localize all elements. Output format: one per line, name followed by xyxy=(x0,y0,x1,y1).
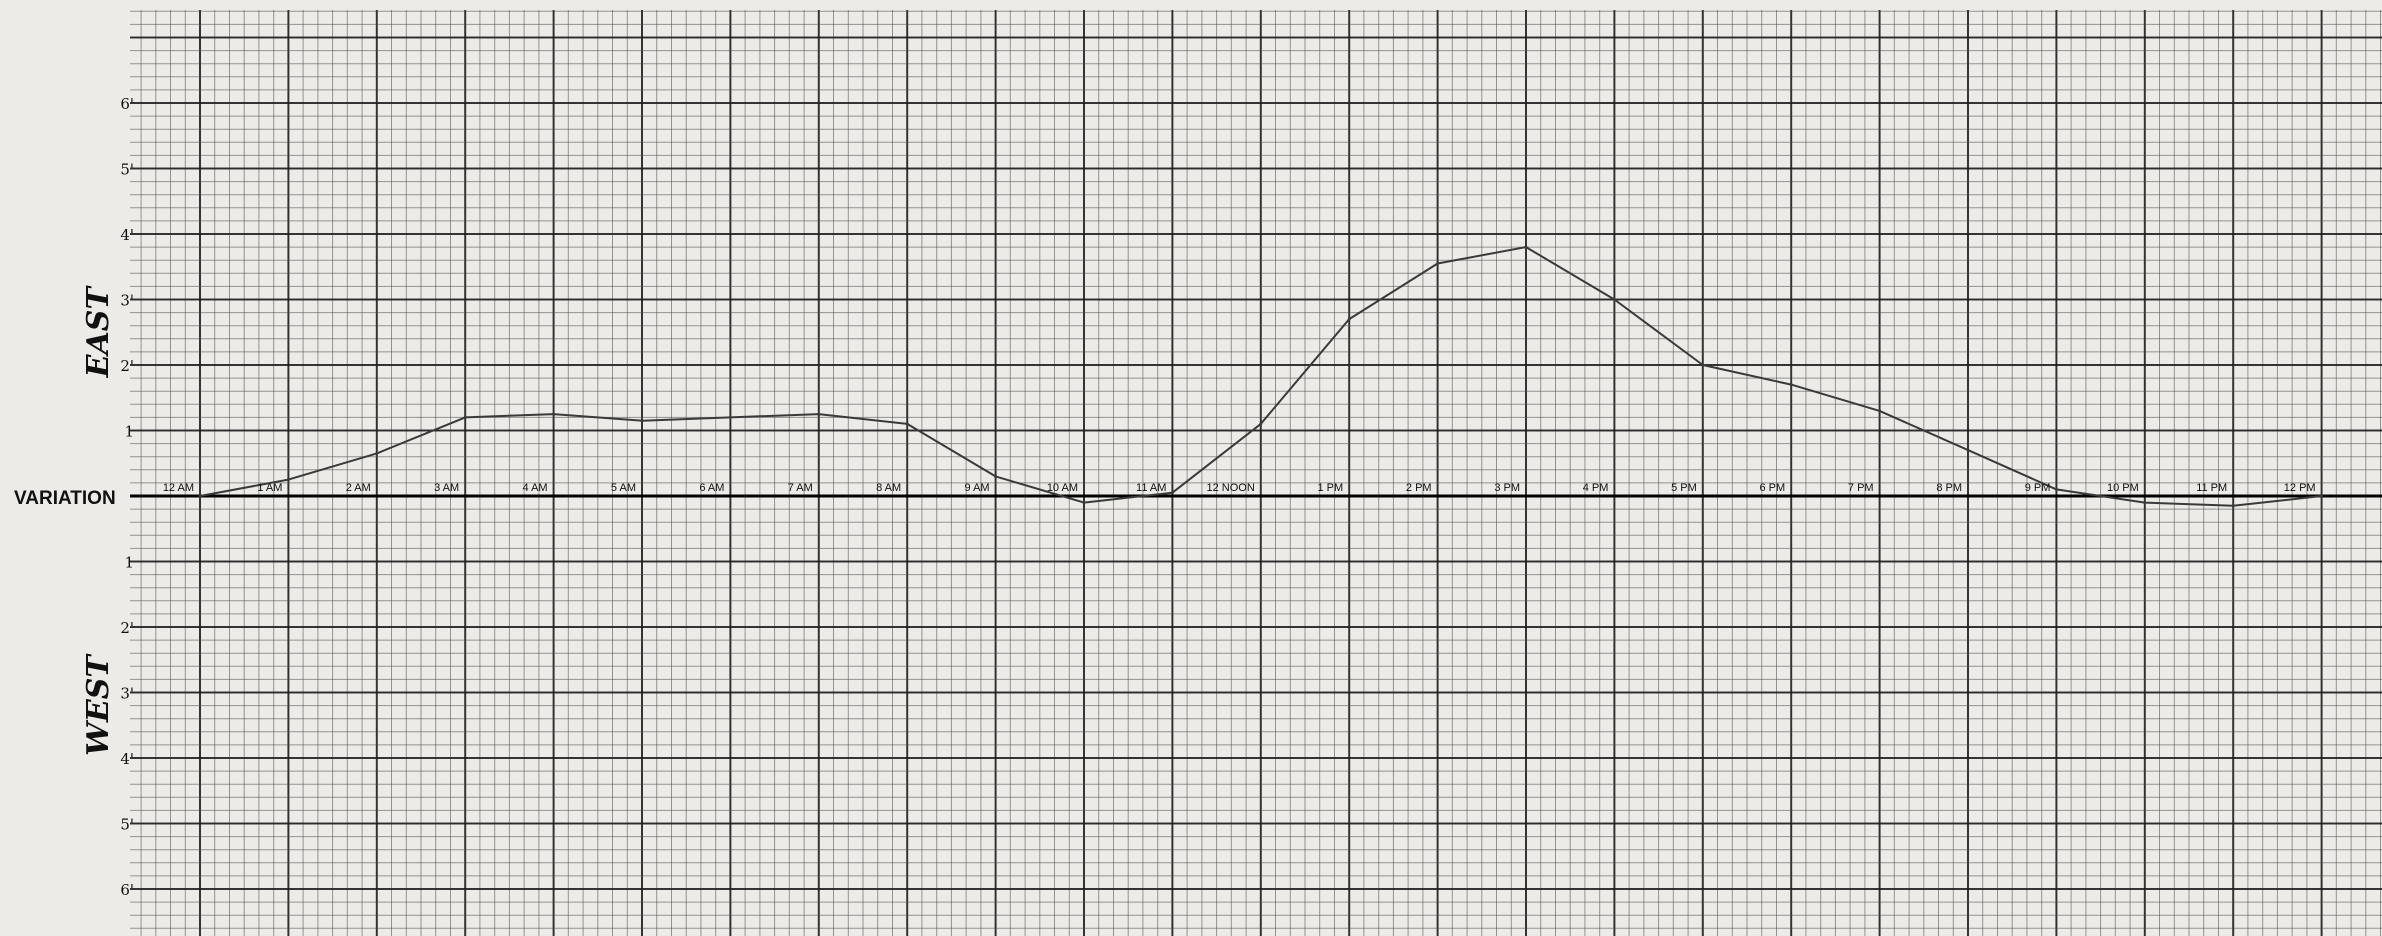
data-point xyxy=(1701,363,1705,367)
x-tick-label: 5 AM xyxy=(611,482,636,494)
y-tick-label-west: 1 xyxy=(124,554,134,572)
data-point xyxy=(2054,487,2058,491)
data-point xyxy=(1170,491,1174,495)
data-point xyxy=(286,478,290,482)
data-point xyxy=(728,415,732,419)
data-point xyxy=(198,494,202,498)
y-tick-label-west: 4' xyxy=(120,750,134,768)
data-point xyxy=(1789,383,1793,387)
data-point xyxy=(2320,494,2324,498)
x-tick-label: 2 AM xyxy=(346,482,371,494)
y-tick-label-west: 3' xyxy=(120,685,134,703)
x-tick-label: 6 PM xyxy=(1760,482,1786,494)
data-point xyxy=(1259,422,1263,426)
data-point xyxy=(1612,298,1616,301)
y-tick-label-west: 6' xyxy=(120,881,134,899)
y-tick-label-east: 5' xyxy=(120,161,134,179)
x-tick-label: 2 PM xyxy=(1406,482,1432,494)
data-point xyxy=(994,474,998,478)
x-tick-label: 8 PM xyxy=(1936,482,1962,494)
y-tick-label-west: 2' xyxy=(120,619,134,637)
x-tick-label: 10 AM xyxy=(1047,482,1078,494)
data-point xyxy=(463,415,467,419)
data-point xyxy=(1347,317,1351,321)
x-tick-label: 8 AM xyxy=(876,482,901,494)
data-point xyxy=(375,451,379,455)
x-tick-label: 11 PM xyxy=(2196,482,2227,494)
west-label: WEST xyxy=(81,653,116,756)
y-tick-label-east: 4' xyxy=(120,226,134,244)
grid xyxy=(130,10,2382,936)
data-point xyxy=(905,422,909,426)
x-tick-label: 3 PM xyxy=(1494,482,1520,494)
data-point xyxy=(640,419,644,423)
x-tick-label: 7 PM xyxy=(1848,482,1874,494)
x-tick-label: 5 PM xyxy=(1671,482,1697,494)
data-point xyxy=(817,412,821,416)
series xyxy=(198,245,2324,508)
variation-label: VARIATION xyxy=(14,488,116,509)
x-tick-label: 9 AM xyxy=(965,482,990,494)
x-tick-label: 4 AM xyxy=(523,482,548,494)
y-tick-label-east: 2' xyxy=(120,357,134,375)
y-tick-label-east: 3' xyxy=(120,292,134,310)
x-tick-label: 9 PM xyxy=(2025,482,2051,494)
x-tick-label: 1 AM xyxy=(257,482,282,494)
data-point xyxy=(2231,504,2235,508)
east-label: EAST xyxy=(81,285,116,379)
x-tick-label: 12 PM xyxy=(2284,482,2316,494)
x-tick-label: 12 NOON xyxy=(1207,482,1255,494)
x-tick-label: 12 AM xyxy=(163,482,194,494)
x-tick-label: 1 PM xyxy=(1318,482,1344,494)
data-point xyxy=(1966,448,1970,452)
labels: 1 2' 3' 4' 5' 6' 1 2' 3' 4' 5' 6' VARIATION EAST WEST 1… xyxy=(14,95,2316,899)
x-tick-label: 3 AM xyxy=(434,482,459,494)
data-point xyxy=(2143,501,2147,505)
data-point xyxy=(552,412,556,416)
x-tick-label: 10 PM xyxy=(2107,482,2139,494)
data-point xyxy=(1082,501,1086,505)
x-tick-label: 4 PM xyxy=(1583,482,1609,494)
y-tick-label-east: 1 xyxy=(124,423,134,441)
y-tick-label-west: 5' xyxy=(120,816,134,834)
data-point xyxy=(1524,245,1528,249)
data-point xyxy=(1878,409,1882,413)
y-tick-label-east: 6' xyxy=(120,95,134,113)
x-tick-label: 7 AM xyxy=(788,482,813,494)
data-point xyxy=(1436,262,1440,265)
x-tick-label: 6 AM xyxy=(699,482,724,494)
x-tick-label: 11 AM xyxy=(1136,482,1166,494)
